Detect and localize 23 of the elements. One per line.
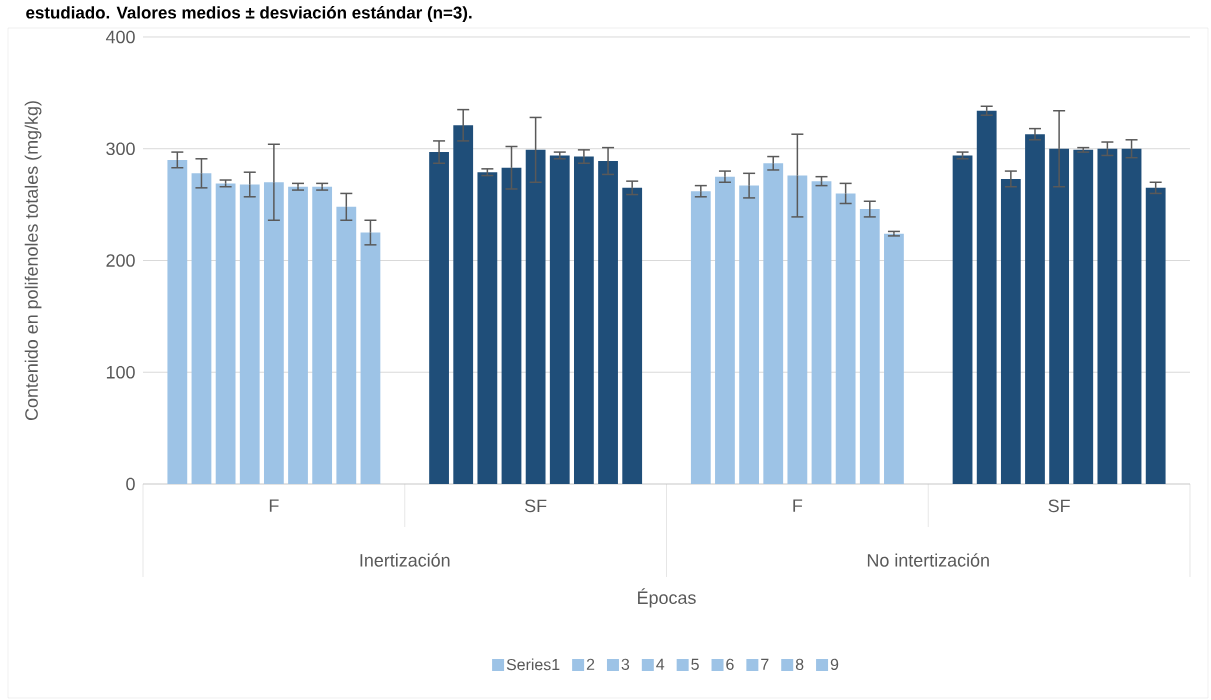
y-axis-title: Contenido en polifenoles totales (mg/kg) (24, 101, 42, 421)
legend-label: 5 (691, 658, 699, 670)
legend-label: Series1 (506, 658, 560, 671)
x-axis-title: Épocas (638, 588, 696, 608)
y-tick-label: 0 (126, 477, 135, 491)
y-tick-label: 300 (106, 142, 135, 156)
legend-label: 3 (621, 658, 630, 670)
x-tick-label: F (269, 499, 279, 512)
chart-title: estudiado. Valores medios ± desviación estándar (n=3). (26, 6, 472, 22)
legend-label: 4 (656, 658, 665, 670)
y-tick-label: 100 (106, 365, 135, 379)
y-tick-label: 200 (106, 254, 135, 267)
legend-label: 7 (761, 658, 769, 670)
text: Inertización (360, 553, 450, 567)
x-tick-label: F (793, 499, 803, 512)
legend-label: 9 (830, 658, 839, 670)
y-tick-label: 400 (105, 30, 135, 44)
x-tick-label: SF (524, 499, 547, 513)
legend-label: 6 (726, 658, 734, 670)
x-tick-label: SF (1048, 499, 1070, 513)
legend-label: 2 (586, 658, 595, 670)
text: No intertización (867, 553, 989, 567)
legend-label: 8 (795, 658, 804, 670)
